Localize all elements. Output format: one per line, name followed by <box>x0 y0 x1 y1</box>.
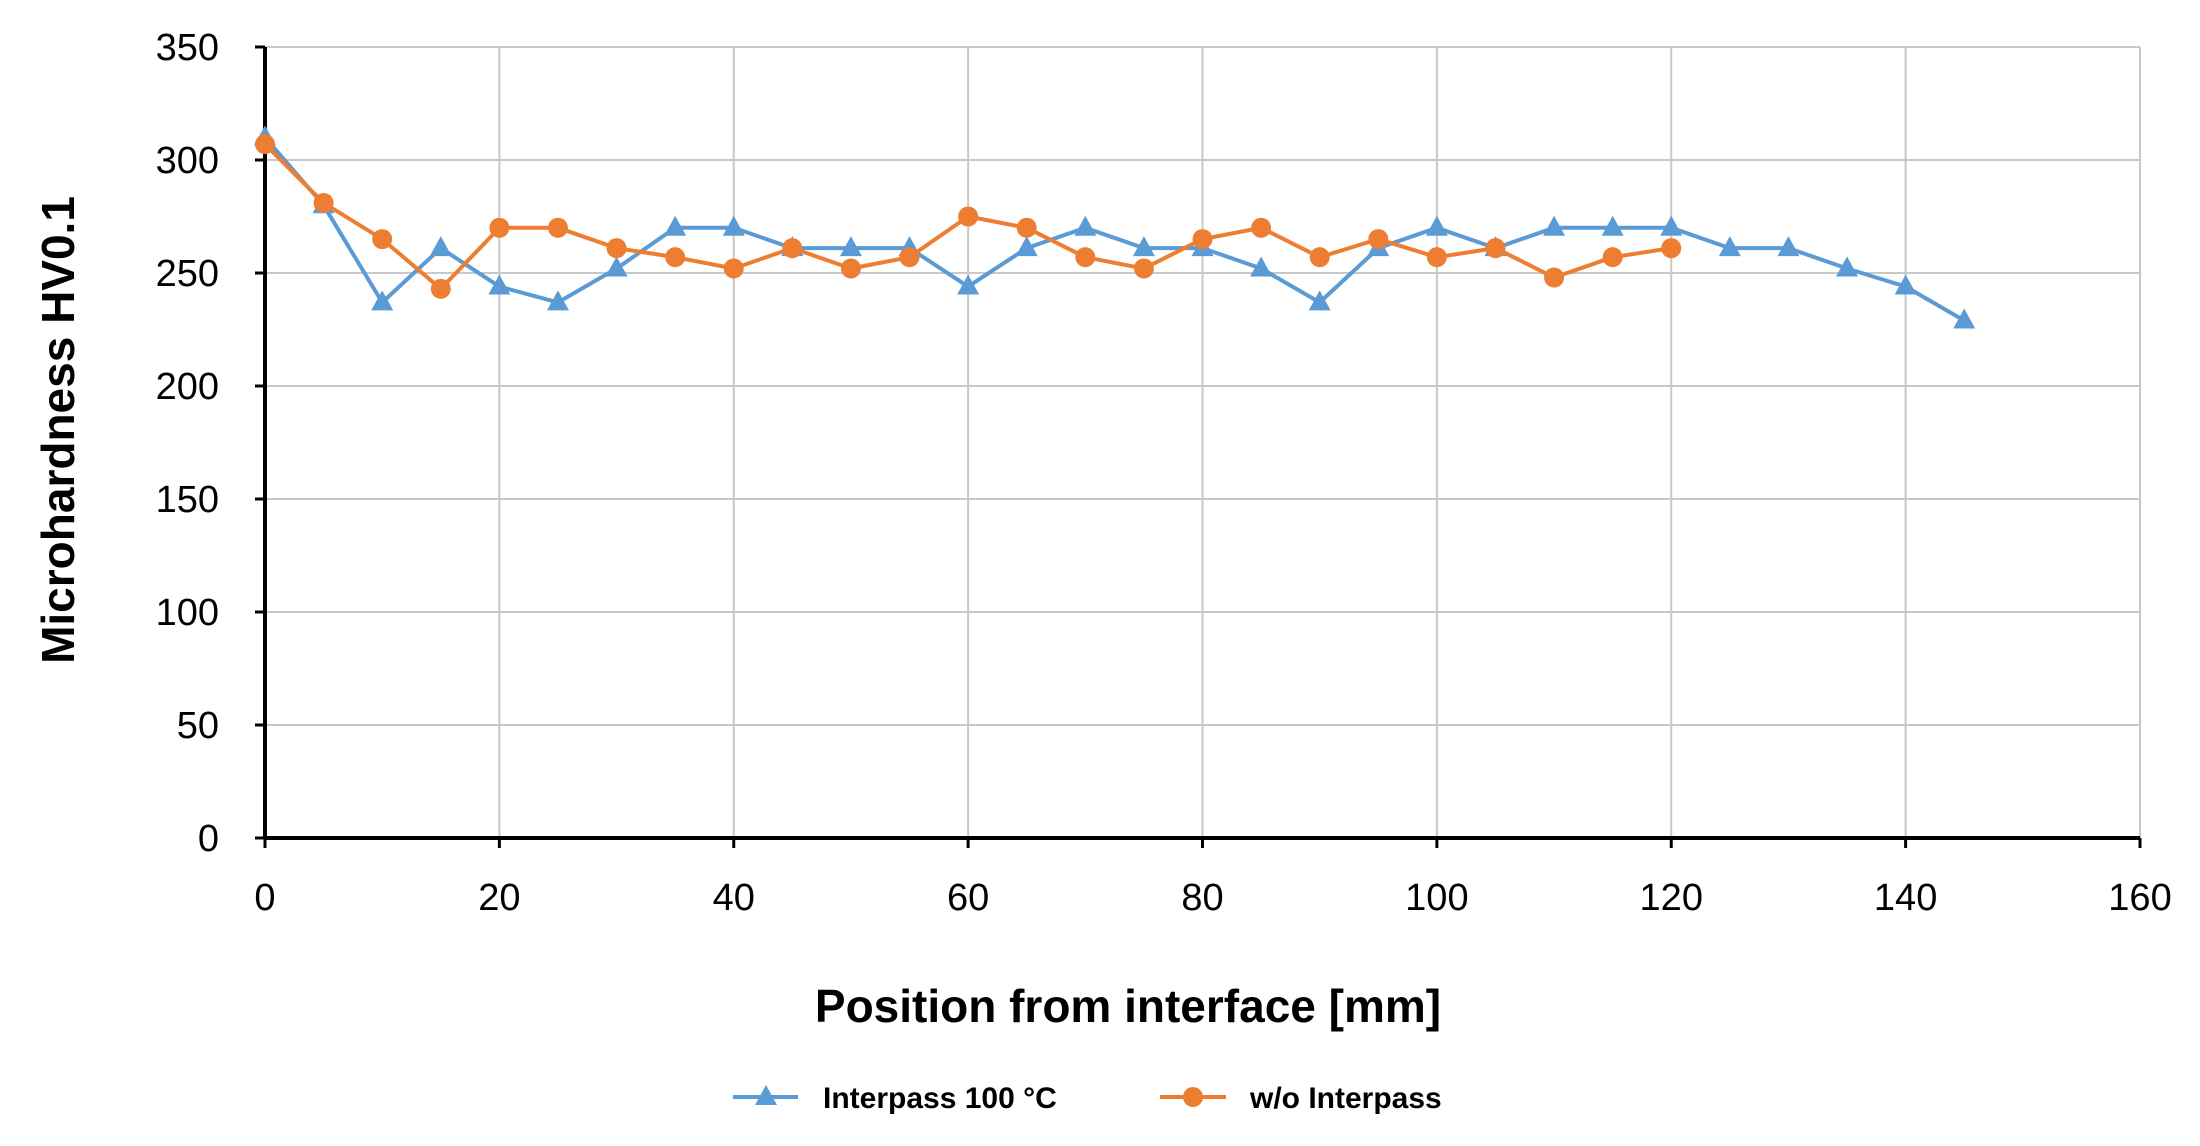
gridlines <box>265 46 2141 838</box>
data-point-interpass-100-c-130 <box>1777 236 1800 257</box>
data-point-w-o-interpass-20 <box>489 217 510 238</box>
data-point-interpass-100-c-65 <box>1015 236 1038 257</box>
data-point-w-o-interpass-120 <box>1661 238 1682 259</box>
x-tick-label-60: 60 <box>947 877 989 919</box>
series-w-o-interpass <box>255 134 1682 299</box>
data-point-interpass-100-c-115 <box>1601 215 1624 236</box>
data-point-w-o-interpass-105 <box>1485 238 1506 259</box>
data-point-interpass-100-c-70 <box>1074 215 1097 236</box>
x-tick-label-40: 40 <box>713 877 755 919</box>
x-tick-label-20: 20 <box>478 877 520 919</box>
series-layer <box>254 125 1976 329</box>
x-axis-title: Position from interface [mm] <box>815 980 1441 1032</box>
data-point-interpass-100-c-90 <box>1308 290 1331 311</box>
data-point-interpass-100-c-120 <box>1660 215 1683 236</box>
data-point-w-o-interpass-95 <box>1368 229 1389 250</box>
data-point-interpass-100-c-100 <box>1425 215 1448 236</box>
data-point-w-o-interpass-75 <box>1133 258 1154 279</box>
data-point-w-o-interpass-35 <box>665 247 686 268</box>
data-point-interpass-100-c-25 <box>546 290 569 311</box>
y-tick-label-100: 100 <box>156 592 219 634</box>
data-point-interpass-100-c-35 <box>664 215 687 236</box>
data-point-interpass-100-c-85 <box>1250 256 1273 277</box>
legend-marker-circle <box>1183 1087 1203 1107</box>
data-point-w-o-interpass-5 <box>313 192 334 213</box>
data-point-interpass-100-c-125 <box>1718 236 1741 257</box>
data-point-w-o-interpass-65 <box>1016 217 1037 238</box>
data-point-w-o-interpass-45 <box>782 238 803 259</box>
legend-label-interpass-100: Interpass 100 °C <box>823 1082 1057 1115</box>
data-point-w-o-interpass-10 <box>372 229 393 250</box>
x-tick-label-120: 120 <box>1640 877 1703 919</box>
data-point-interpass-100-c-145 <box>1953 308 1976 329</box>
data-point-w-o-interpass-115 <box>1602 247 1623 268</box>
data-point-w-o-interpass-40 <box>723 258 744 279</box>
data-point-w-o-interpass-55 <box>899 247 920 268</box>
data-point-w-o-interpass-50 <box>840 258 861 279</box>
y-tick-label-50: 50 <box>177 705 219 747</box>
data-point-w-o-interpass-30 <box>606 238 627 259</box>
legend-marker-triangle <box>755 1085 777 1105</box>
y-tick-label-250: 250 <box>156 253 219 295</box>
x-tick-label-160: 160 <box>2108 877 2171 919</box>
data-point-w-o-interpass-15 <box>430 278 451 299</box>
data-point-interpass-100-c-20 <box>488 274 511 295</box>
legend: Interpass 100 °C w/o Interpass <box>733 1082 1442 1115</box>
legend-label-wo-interpass: w/o Interpass <box>1249 1082 1442 1115</box>
y-tick-label-0: 0 <box>198 818 219 860</box>
data-point-interpass-100-c-15 <box>429 236 452 257</box>
data-point-w-o-interpass-90 <box>1309 247 1330 268</box>
x-tick-label-100: 100 <box>1405 877 1468 919</box>
tick-labels: 0 50 100 150 200 250 300 350 0 20 40 60 80 100 120 140 1… <box>156 27 2172 919</box>
x-tick-label-0: 0 <box>254 877 275 919</box>
data-point-w-o-interpass-0 <box>255 134 275 155</box>
data-point-interpass-100-c-40 <box>722 215 745 236</box>
data-point-w-o-interpass-110 <box>1544 267 1565 288</box>
legend-entry-wo-interpass: w/o Interpass <box>1160 1082 1442 1115</box>
y-tick-label-150: 150 <box>156 479 219 521</box>
y-axis-title: Microhardness HV0.1 <box>32 196 84 664</box>
y-tick-label-300: 300 <box>156 140 219 182</box>
data-point-interpass-100-c-50 <box>839 236 862 257</box>
y-tick-label-350: 350 <box>156 27 219 69</box>
data-point-w-o-interpass-80 <box>1192 229 1213 250</box>
data-point-w-o-interpass-25 <box>547 217 568 238</box>
data-point-interpass-100-c-30 <box>605 256 628 277</box>
x-tick-label-140: 140 <box>1874 877 1937 919</box>
data-point-interpass-100-c-10 <box>371 290 394 311</box>
data-point-interpass-100-c-135 <box>1836 256 1859 277</box>
data-point-interpass-100-c-140 <box>1894 274 1917 295</box>
data-point-interpass-100-c-75 <box>1132 236 1155 257</box>
data-point-interpass-100-c-60 <box>957 274 980 295</box>
axes <box>255 45 2142 848</box>
data-point-w-o-interpass-85 <box>1251 217 1272 238</box>
y-tick-label-200: 200 <box>156 366 219 408</box>
data-point-w-o-interpass-60 <box>958 206 979 227</box>
data-point-w-o-interpass-100 <box>1426 247 1447 268</box>
series-line-interpass-100-c <box>263 136 1966 323</box>
x-tick-label-80: 80 <box>1181 877 1223 919</box>
data-point-w-o-interpass-70 <box>1075 247 1096 268</box>
legend-entry-interpass-100: Interpass 100 °C <box>733 1082 1057 1115</box>
data-point-interpass-100-c-110 <box>1543 215 1566 236</box>
